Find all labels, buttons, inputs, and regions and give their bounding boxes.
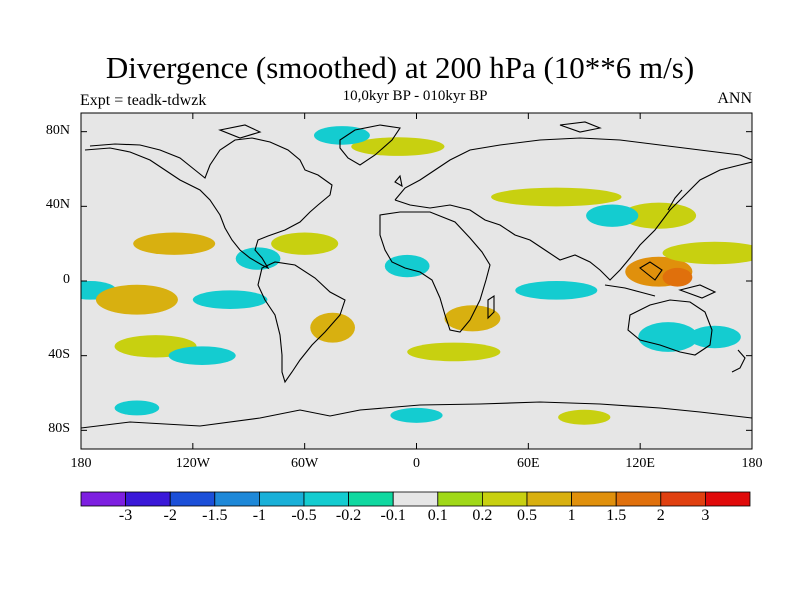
x-tick-label: 120E bbox=[625, 456, 655, 471]
x-tick-label: 60W bbox=[291, 456, 319, 471]
season-label: ANN bbox=[717, 90, 752, 107]
colorbar-label: 1.5 bbox=[606, 507, 627, 524]
field-region-gulf-caribbean bbox=[235, 247, 281, 270]
field-region-maritime-east bbox=[662, 241, 752, 265]
colorbar-label: 1 bbox=[567, 507, 576, 524]
field-region-north-atlantic-arc bbox=[351, 137, 445, 156]
colorbar-label: 3 bbox=[701, 507, 710, 524]
field-region-southern-ocean-3 bbox=[114, 400, 160, 416]
field-region-south-indian-belt bbox=[407, 342, 501, 362]
field-region-south-pacific-band bbox=[192, 290, 268, 309]
field-region-southern-ocean-1 bbox=[390, 407, 443, 423]
y-tick-label: 40S bbox=[48, 346, 70, 362]
x-tick-label: 180 bbox=[741, 456, 763, 471]
colorbar-label: -0.2 bbox=[335, 507, 362, 524]
field-region-tasman bbox=[688, 325, 741, 349]
field-region-east-asia bbox=[621, 202, 697, 229]
field-region-east-pacific-north bbox=[133, 232, 216, 255]
colorbar-label: -1 bbox=[252, 507, 267, 524]
colorbar-label: -0.1 bbox=[380, 507, 406, 524]
colorbar-label: 2 bbox=[656, 507, 665, 524]
colorbar-label: -2 bbox=[163, 507, 177, 524]
field-region-southern-ocean-2 bbox=[558, 409, 611, 425]
field-region-greenland-north bbox=[313, 126, 370, 145]
colorbar-label: 0.5 bbox=[517, 507, 537, 524]
field-region-indonesia-core bbox=[662, 267, 693, 287]
plot-title: Divergence (smoothed) at 200 hPa (10**6 … bbox=[105, 50, 695, 85]
y-tick-label: 80S bbox=[48, 421, 70, 437]
colorbar-label: -1.5 bbox=[202, 507, 228, 524]
field-region-south-america-south bbox=[310, 312, 355, 343]
field-region-tibet-north bbox=[586, 204, 639, 227]
y-tick-label: 0 bbox=[63, 272, 70, 287]
experiment-label: Expt = teadk-tdwzk bbox=[80, 92, 207, 109]
field-region-tropical-atlantic bbox=[271, 232, 339, 255]
colorbar-label: 0.1 bbox=[427, 507, 448, 524]
field-region-indian-ocean-east bbox=[515, 281, 598, 300]
coastlines bbox=[81, 121, 752, 429]
colorbar-label: -0.5 bbox=[291, 507, 317, 524]
x-tick-label: 0 bbox=[413, 456, 420, 471]
y-tick-label: 80N bbox=[45, 122, 70, 138]
x-tick-label: 120W bbox=[175, 456, 210, 471]
field-region-australia-south bbox=[638, 322, 698, 352]
y-tick-label: 40N bbox=[45, 197, 70, 213]
field-region-indian-ocean-south bbox=[444, 305, 501, 332]
field-region-central-pacific-south bbox=[95, 284, 178, 315]
field-region-arabia-asia bbox=[491, 187, 622, 207]
field-region-southeast-pacific bbox=[168, 346, 236, 365]
period-subtitle: 10,0kyr BP - 010kyr BP bbox=[342, 88, 488, 104]
x-tick-label: 180 bbox=[70, 456, 92, 471]
x-tick-label: 60E bbox=[517, 456, 540, 471]
colorbar-label: 0.2 bbox=[472, 507, 493, 524]
axis-tickmarks bbox=[80, 113, 753, 449]
colorbar-label: -3 bbox=[118, 507, 133, 524]
